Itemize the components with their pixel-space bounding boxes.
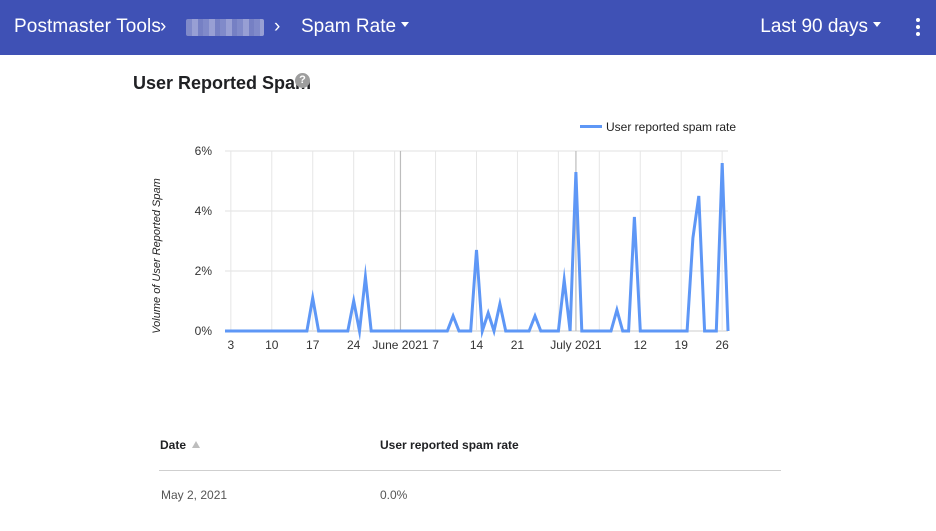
spam-rate-chart: 0% 2% 4% 6% 3 10 17 24 June 2021 7 14 21 July 2021 12…	[151, 144, 730, 352]
domain-selector[interactable]	[186, 19, 264, 36]
date-range-dropdown[interactable]: Last 90 days	[760, 16, 881, 38]
x-tick-label: 24	[347, 338, 361, 352]
table-cell-rate: 0.0%	[380, 488, 408, 502]
table-header-date[interactable]: Date	[160, 438, 201, 452]
dashboard-dropdown[interactable]: Spam Rate	[301, 16, 410, 38]
x-tick-label: 14	[470, 338, 484, 352]
table-header-rate[interactable]: User reported spam rate	[380, 438, 519, 452]
chevron-right-icon: ›	[160, 16, 167, 37]
y-axis-label: Volume of User Reported Spam	[151, 178, 163, 334]
chart-legend: User reported spam rate	[580, 120, 736, 134]
legend-swatch	[580, 125, 602, 129]
y-tick-label: 2%	[195, 264, 213, 278]
x-tick-label: 17	[306, 338, 320, 352]
section-title: User Reported Spam	[133, 73, 312, 93]
x-tick-label: 12	[634, 338, 648, 352]
chevron-right-icon: ›	[274, 16, 281, 37]
x-tick-label: July 2021	[550, 338, 602, 352]
table-divider	[159, 470, 781, 471]
table-header-date-label: Date	[160, 438, 187, 452]
x-tick-label: 19	[675, 338, 689, 352]
dashboard-dropdown-label: Spam Rate	[301, 16, 397, 37]
x-tick-label: 3	[228, 338, 235, 352]
y-tick-label: 4%	[195, 204, 213, 218]
more-vert-icon[interactable]	[914, 18, 922, 38]
help-icon[interactable]: ?	[295, 73, 310, 88]
caret-down-icon	[401, 22, 410, 28]
app-brand[interactable]: Postmaster Tools	[14, 16, 161, 37]
x-tick-label: 26	[715, 338, 729, 352]
app-bar: Postmaster Tools › › Spam Rate Last 90 d…	[0, 0, 936, 55]
x-tick-label: 7	[432, 338, 439, 352]
x-tick-label: 10	[265, 338, 279, 352]
y-tick-label: 0%	[195, 324, 213, 338]
sort-asc-icon[interactable]	[192, 441, 201, 449]
x-tick-label: June 2021	[372, 338, 428, 352]
date-range-label: Last 90 days	[760, 16, 868, 37]
table-cell-date: May 2, 2021	[161, 488, 228, 502]
caret-down-icon	[873, 22, 881, 28]
legend-label: User reported spam rate	[606, 120, 737, 134]
series-line-spam-rate	[225, 162, 730, 342]
y-tick-label: 6%	[195, 144, 213, 158]
x-tick-label: 21	[511, 338, 525, 352]
